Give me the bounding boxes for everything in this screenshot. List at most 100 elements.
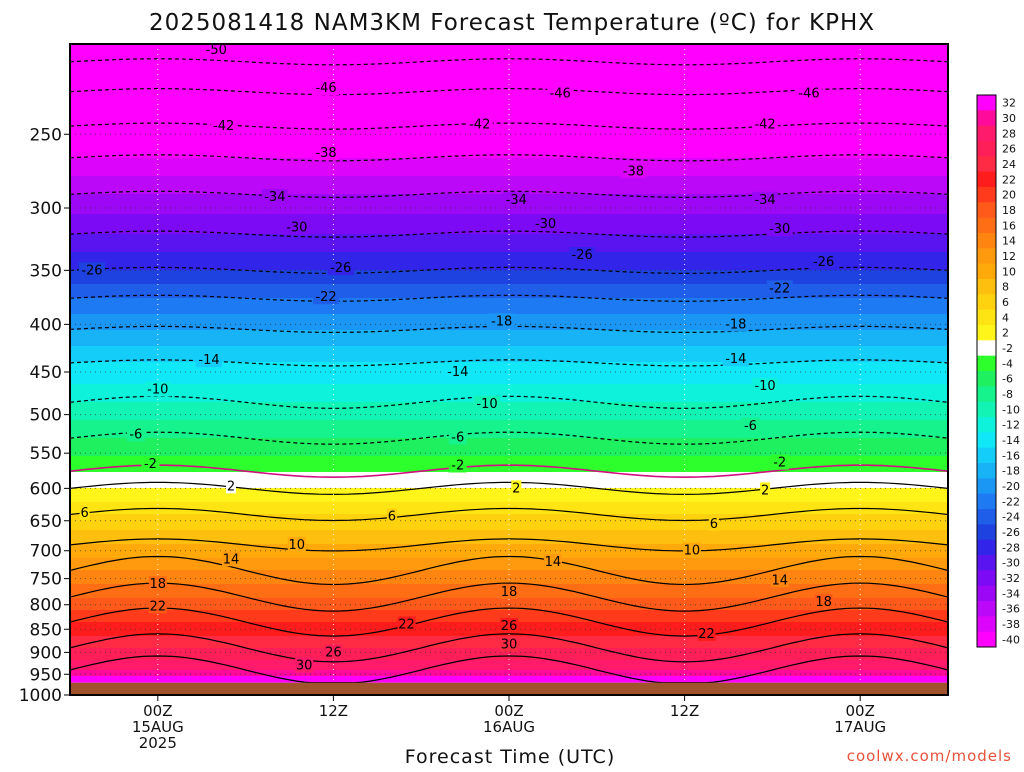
temperature-band — [70, 562, 948, 565]
contour-label-background — [397, 616, 416, 632]
temperature-band — [70, 386, 948, 389]
contour-label: 6 — [710, 517, 718, 532]
temperature-band — [70, 310, 948, 313]
contour-label-background — [148, 598, 167, 614]
temperature-band — [70, 354, 948, 357]
contour-label: 22 — [698, 627, 715, 642]
temperature-band — [70, 670, 948, 673]
contour-line — [70, 555, 948, 586]
y-tick-label: 300 — [30, 199, 62, 219]
colorbar-label: 6 — [1002, 296, 1009, 309]
contour-label-background — [283, 219, 310, 235]
contour-label-background — [148, 575, 167, 591]
temperature-band — [70, 526, 948, 529]
colorbar-swatch — [977, 141, 996, 157]
contour-label: -34 — [754, 193, 775, 208]
temperature-band — [70, 332, 948, 335]
contour-label: -2 — [144, 457, 157, 472]
temperature-band — [70, 64, 948, 67]
temperature-band — [70, 280, 948, 283]
contour-label-background — [448, 457, 467, 473]
contour-label-background — [196, 352, 223, 368]
temperature-band — [70, 610, 948, 613]
contour-label-background — [488, 313, 515, 329]
temperature-band — [70, 140, 948, 143]
plot-area: -50 -46 -46 -46 -42 -42 -42 -38 -38 -34 -34 -34 -30 -… — [69, 43, 949, 696]
temperature-band — [70, 134, 948, 137]
contour-label: -6 — [744, 419, 757, 434]
temperature-band — [70, 350, 948, 353]
temperature-band — [70, 660, 948, 663]
temperature-band — [70, 544, 948, 547]
temperature-band — [70, 442, 948, 445]
temperature-band — [70, 60, 948, 63]
temperature-band — [70, 656, 948, 659]
colorbar-label: -8 — [1002, 388, 1013, 401]
temperature-band — [70, 102, 948, 105]
temperature-band — [70, 54, 948, 57]
temperature-band — [70, 216, 948, 219]
temperature-band — [70, 112, 948, 115]
temperature-band — [70, 492, 948, 495]
temperature-band — [70, 664, 948, 667]
temperature-band — [70, 514, 948, 517]
temperature-band — [70, 142, 948, 145]
contour-label: -34 — [506, 193, 527, 208]
y-tick-label: 950 — [30, 665, 62, 685]
temperature-band — [70, 206, 948, 209]
contour-label: 18 — [501, 585, 518, 600]
contour-label-background — [78, 262, 105, 278]
contour-label-background — [141, 456, 160, 472]
temperature-band — [70, 666, 948, 669]
contour-label: -6 — [129, 427, 142, 442]
colorbar-label: -16 — [1002, 449, 1020, 462]
temperature-band — [70, 72, 948, 75]
colorbar-swatch — [977, 447, 996, 464]
contour-label: -30 — [769, 222, 790, 237]
colorbar-label: -20 — [1002, 480, 1020, 493]
temperature-band — [70, 612, 948, 615]
colorbar-label: 32 — [1002, 97, 1016, 110]
colorbar-label: 24 — [1002, 158, 1016, 171]
temperature-band — [70, 652, 948, 655]
contour-line — [70, 464, 948, 479]
temperature-band — [70, 536, 948, 539]
contour-label-background — [225, 478, 236, 494]
temperature-band — [70, 174, 948, 177]
temperature-band — [70, 296, 948, 299]
contour-label-background — [752, 191, 779, 207]
contour-label-background — [313, 289, 340, 305]
temperature-band — [70, 434, 948, 437]
temperature-band — [70, 80, 948, 83]
colorbar-swatch — [977, 570, 996, 587]
temperature-band — [70, 496, 948, 499]
y-tick-label: 400 — [30, 315, 62, 335]
temperature-band — [70, 242, 948, 245]
temperature-band — [70, 524, 948, 527]
temperature-band — [70, 44, 948, 47]
temperature-band — [70, 132, 948, 135]
contour-label: -14 — [198, 353, 219, 368]
contour-label: 18 — [815, 595, 832, 610]
colorbar-swatch — [977, 509, 996, 525]
temperature-band — [70, 66, 948, 69]
temperature-band — [70, 122, 948, 125]
contour-label: 26 — [325, 645, 342, 660]
temperature-band — [70, 372, 948, 375]
temperature-band — [70, 576, 948, 579]
temperature-band — [70, 244, 948, 247]
contour-label-background — [126, 426, 145, 442]
contour-label-background — [474, 395, 501, 411]
credit-text: coolwx.com/models — [847, 747, 1012, 765]
colorbar-swatch — [977, 340, 996, 357]
y-tick-label: 250 — [30, 125, 62, 145]
temperature-band — [70, 176, 948, 179]
temperature-band — [70, 156, 948, 159]
temperature-band — [70, 566, 948, 569]
colorbar: 32 30 28 26 24 22 20 18 16 14 12 10 8 6 4 2 -2 -4 -6 -8 -10 -… — [976, 94, 1020, 648]
temperature-band — [70, 462, 948, 465]
temperature-band — [70, 490, 948, 493]
temperature-band — [70, 504, 948, 507]
contour-label-background — [261, 189, 288, 205]
